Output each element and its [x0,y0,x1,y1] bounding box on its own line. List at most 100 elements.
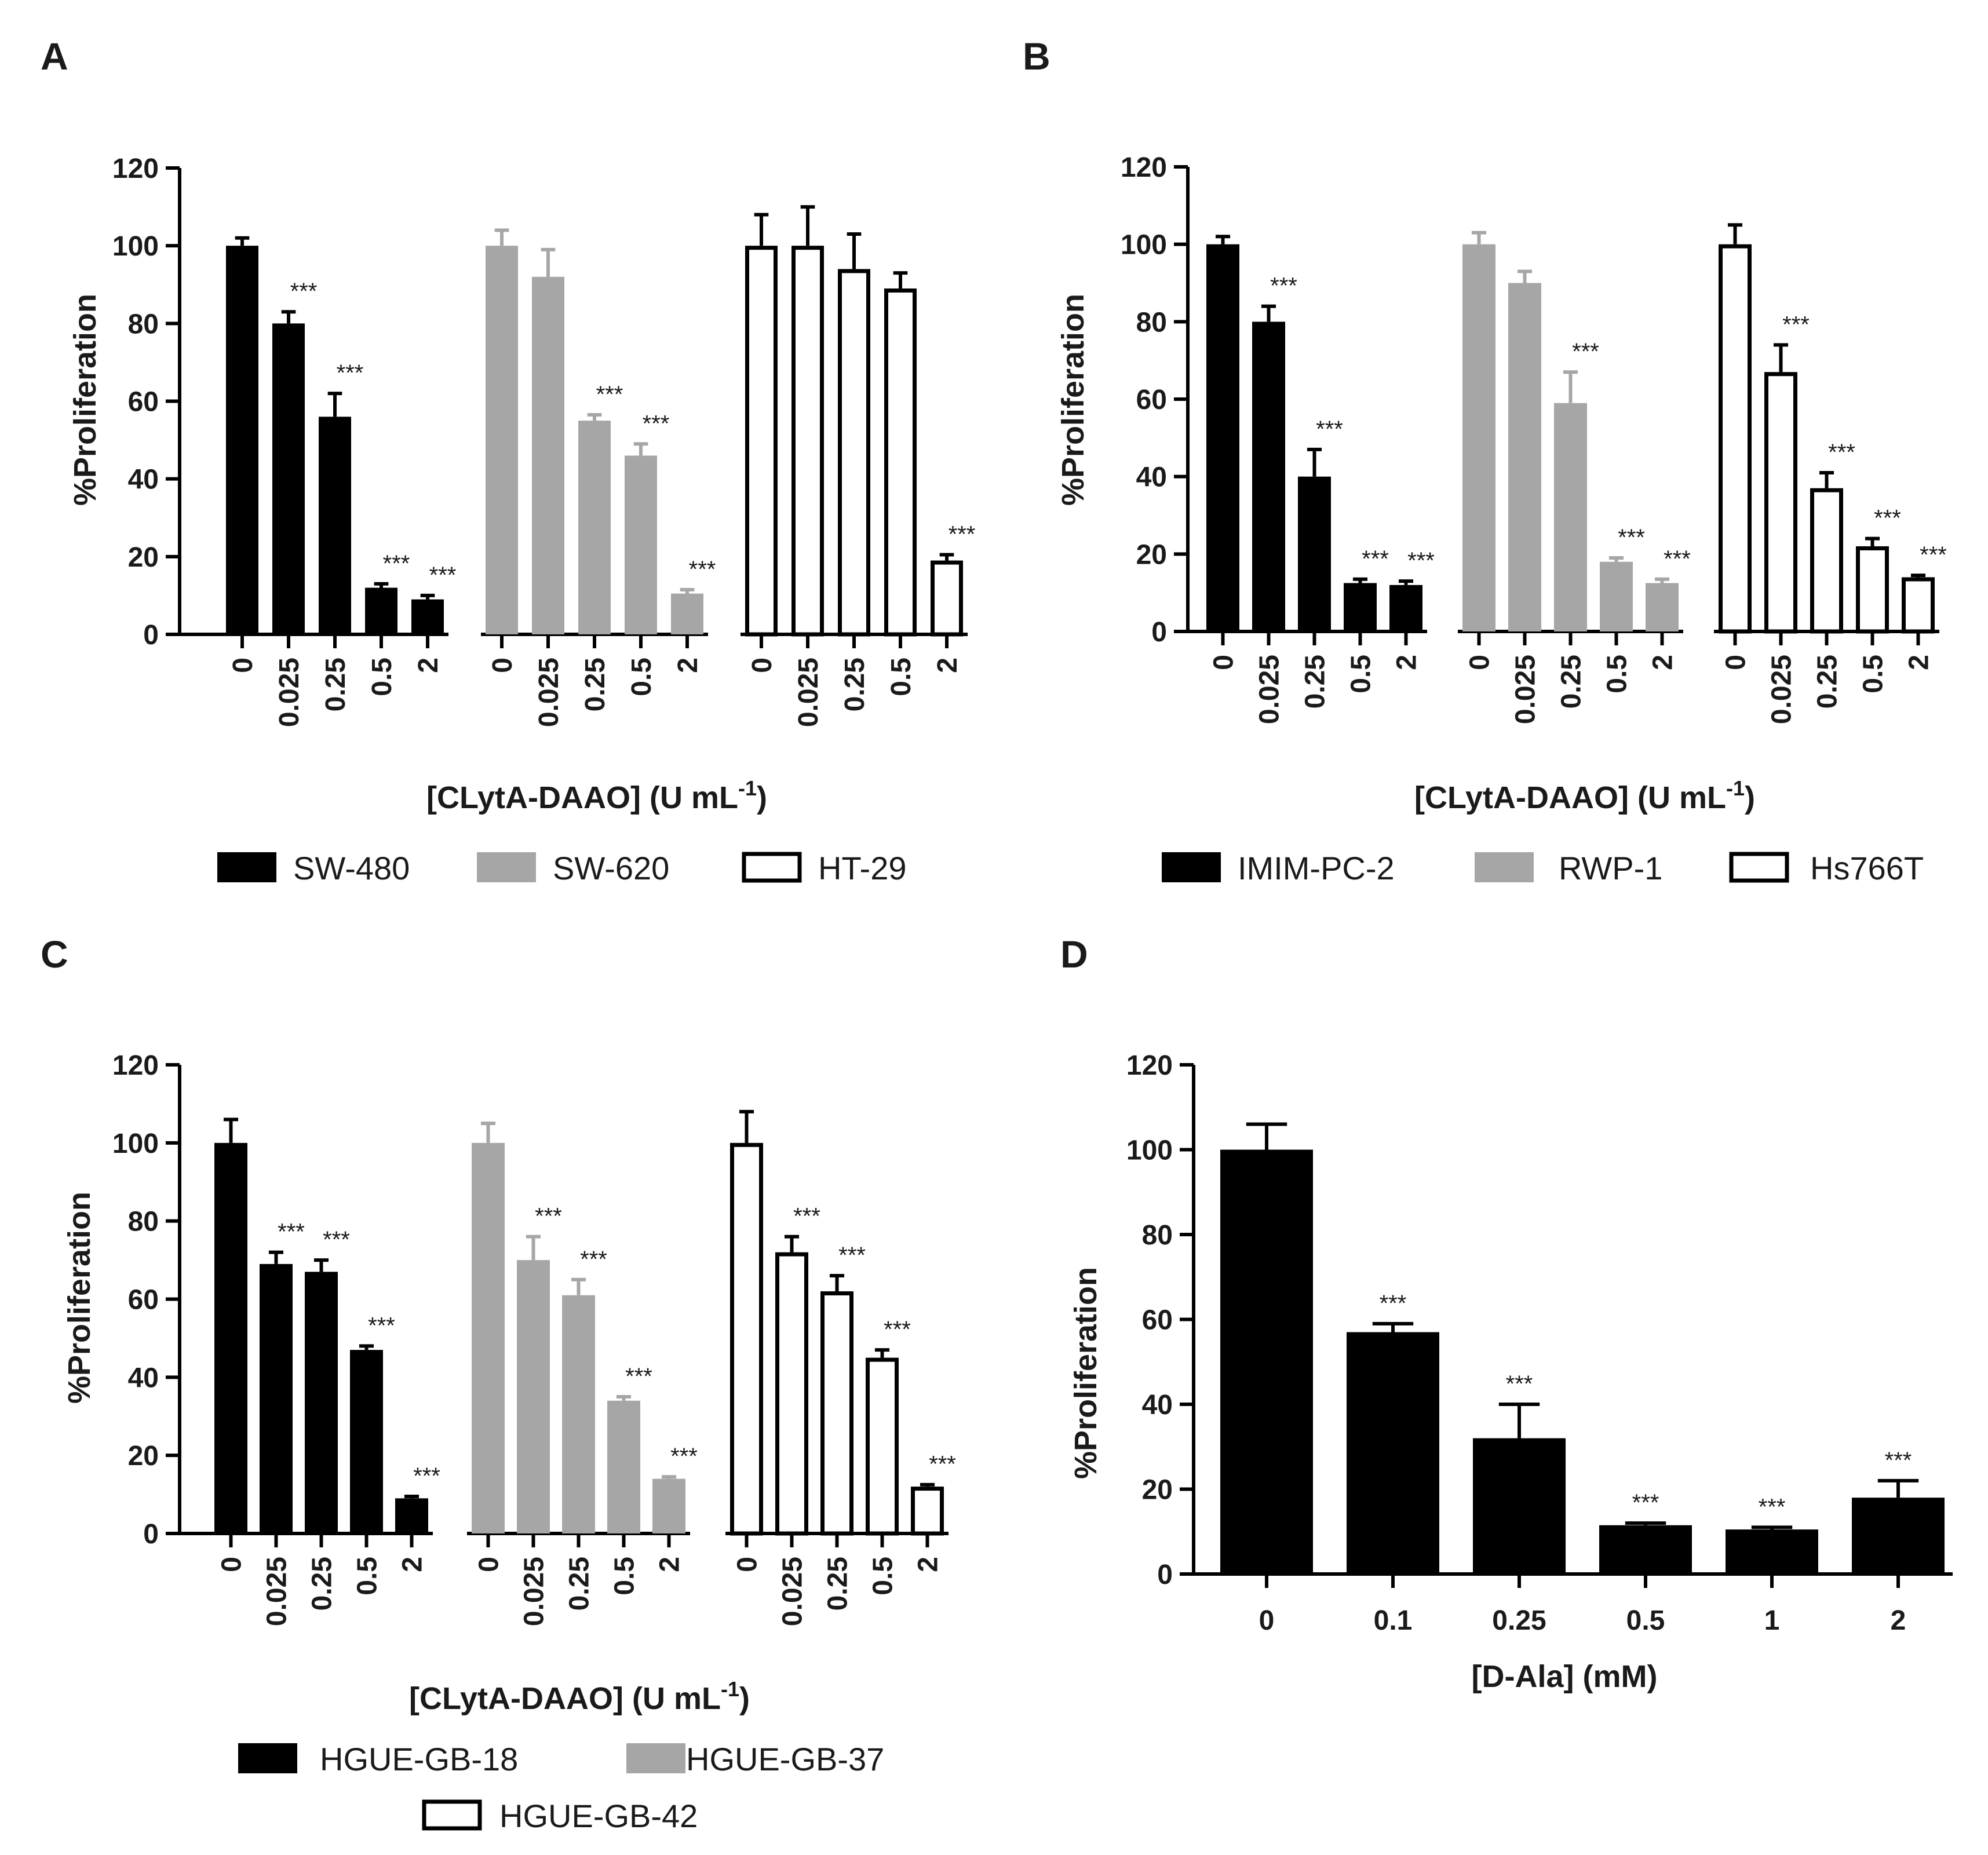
panel-c-significance-label: *** [625,1364,652,1389]
panel-b-y-tick-label: 60 [1136,385,1167,415]
panel-c-x-tick-label: 0 [474,1557,505,1572]
panel-b-significance-label: *** [1664,546,1691,572]
panel-b-bar-rwp-1 [1554,403,1587,631]
panel-d-x-tick-label: 0.1 [1374,1605,1413,1636]
panel-a-bar-sw-480 [319,417,351,634]
panel-d-significance-label: *** [1885,1448,1912,1473]
panel-c-x-tick-label: 0.5 [868,1557,899,1595]
legend-swatch-hs766t [1729,852,1789,883]
panel-a-x-tick-label: 2 [413,658,444,673]
panel-b-y-tick-label: 100 [1121,230,1167,261]
panel-a-y-tick-label: 120 [112,154,159,184]
panel-b-x-tick-label: 0.025 [1511,655,1541,724]
panel-a-x-tick-label: 0 [747,658,778,673]
panel-d-bar-d-ala [1473,1438,1566,1574]
panel-c-y-tick-label: 120 [112,1050,159,1081]
panel-d-significance-label: *** [1506,1371,1533,1397]
y-axis-label-a: %Proliferation [68,294,103,506]
panel-c-significance-label: *** [368,1313,395,1338]
panel-c-bar-hgue-gb-42 [775,1252,808,1536]
legend-swatch-hgue-gb-18 [238,1743,297,1773]
panel-a-x-tick-label: 0.25 [840,658,870,711]
panel-d-bar-d-ala [1726,1529,1818,1574]
legend-swatch-imim-pc-2 [1162,852,1221,882]
panel-a-bar-sw-620 [532,276,564,634]
panel-b-x-tick-label: 2 [1904,655,1935,670]
panel-c-y-tick-label: 80 [128,1207,159,1237]
legend-swatch-hgue-gb-42 [422,1799,482,1831]
panel-d-x-tick-label: 0.25 [1492,1605,1546,1636]
panel-a-bar-sw-620 [486,246,518,635]
panel-b-bar-hs766t [1764,372,1797,634]
panel-c-x-tick-label: 0.25 [823,1557,853,1611]
x-axis-label-b: [CLytA-DAAO] (U mL-1) [1414,776,1755,815]
panel-letter-d: D [1060,933,1088,976]
panel-b-y-tick-label: 20 [1136,539,1167,570]
panel-d-significance-label: *** [1759,1494,1786,1520]
panel-b-x-tick-label: 0.25 [1300,655,1331,709]
panel-b-y-tick-label: 80 [1136,307,1167,338]
panel-c-bar-hgue-gb-18 [350,1350,383,1533]
panel-d-y-tick-label: 120 [1126,1050,1173,1081]
panel-c-bar-hgue-gb-42 [866,1357,899,1536]
panel-b-x-tick-label: 2 [1648,655,1679,670]
panel-a-y-tick-label: 40 [128,465,159,495]
panel-b-bar-hs766t [1719,244,1752,634]
panel-c-x-tick-label: 0.5 [352,1557,383,1595]
panel-a-bar-sw-620 [671,593,703,634]
panel-b-significance-label: *** [1407,548,1435,574]
legend-c: HGUE-GB-18 HGUE-GB-37 HGUE-GB-42 [238,1741,884,1834]
panel-b: B %Proliferation [CLytA-DAAO] (U mL-1) 0… [1023,35,1947,886]
panel-b-bar-hs766t [1856,546,1889,634]
panel-d-x-tick-label: 0.5 [1626,1605,1665,1636]
panel-b-bar-hs766t [1902,577,1935,634]
panel-a-x-tick-label: 0.025 [793,658,824,727]
panel-c-x-tick-label: 0 [732,1557,763,1572]
panel-letter-a: A [41,35,68,78]
panel-a-y-tick-label: 20 [128,542,159,573]
panel-a-significance-label: *** [643,411,670,436]
panel-b-significance-label: *** [1270,273,1297,299]
legend-label-hs766t: Hs766T [1810,850,1924,886]
panel-a-bar-ht-29 [791,246,824,637]
panel-c: C %Proliferation [CLytA-DAAO] (U mL-1) 0… [41,933,956,1834]
panel-a-y-tick-label: 100 [112,231,159,262]
panel-c-significance-label: *** [535,1204,562,1229]
panel-b-significance-label: *** [1828,440,1855,465]
panel-b-x-tick-label: 0 [1465,655,1495,670]
panel-a-bar-sw-620 [578,421,611,634]
panel-c-bar-hgue-gb-37 [607,1400,640,1533]
panel-b-bar-imim-pc-2 [1206,244,1239,632]
legend-label-sw-620: SW-620 [553,850,669,886]
x-axis-label-c: [CLytA-DAAO] (U mL-1) [409,1677,750,1716]
panel-d-y-tick-label: 0 [1157,1560,1173,1590]
panel-d-x-tick-label: 2 [1891,1605,1906,1636]
legend-swatch-rwp-1 [1475,852,1534,882]
panel-b-bar-imim-pc-2 [1344,583,1377,631]
legend-label-hgue-gb-18: HGUE-GB-18 [320,1741,518,1777]
panel-c-x-tick-label: 2 [397,1557,428,1572]
panel-d-bar-d-ala [1220,1149,1313,1574]
panel-c-y-tick-label: 0 [143,1519,159,1550]
legend-a: SW-480 SW-620 HT-29 [217,850,907,886]
panel-d-x-tick-label: 0 [1259,1605,1275,1636]
panel-a-significance-label: *** [689,557,716,582]
panel-a-bar-ht-29 [931,560,963,637]
panel-c-y-tick-label: 20 [128,1441,159,1471]
panel-c-significance-label: *** [580,1247,607,1272]
panel-c-significance-label: *** [884,1317,911,1342]
panel-c-bar-hgue-gb-18 [214,1142,247,1533]
panel-a-bar-sw-480 [226,246,258,635]
panel-a-bar-ht-29 [745,246,778,637]
panel-d-bar-d-ala [1852,1498,1945,1574]
panel-c-significance-label: *** [413,1463,440,1489]
panel-c-y-tick-label: 40 [128,1363,159,1393]
panel-d-y-tick-label: 100 [1126,1135,1173,1166]
panel-a-y-tick-label: 0 [143,620,159,651]
panel-b-y-tick-label: 120 [1121,152,1167,183]
panel-a-x-tick-label: 0.5 [886,658,917,696]
panel-a-significance-label: *** [337,360,364,386]
panel-d-significance-label: *** [1380,1291,1407,1316]
legend-label-sw-480: SW-480 [293,850,410,886]
